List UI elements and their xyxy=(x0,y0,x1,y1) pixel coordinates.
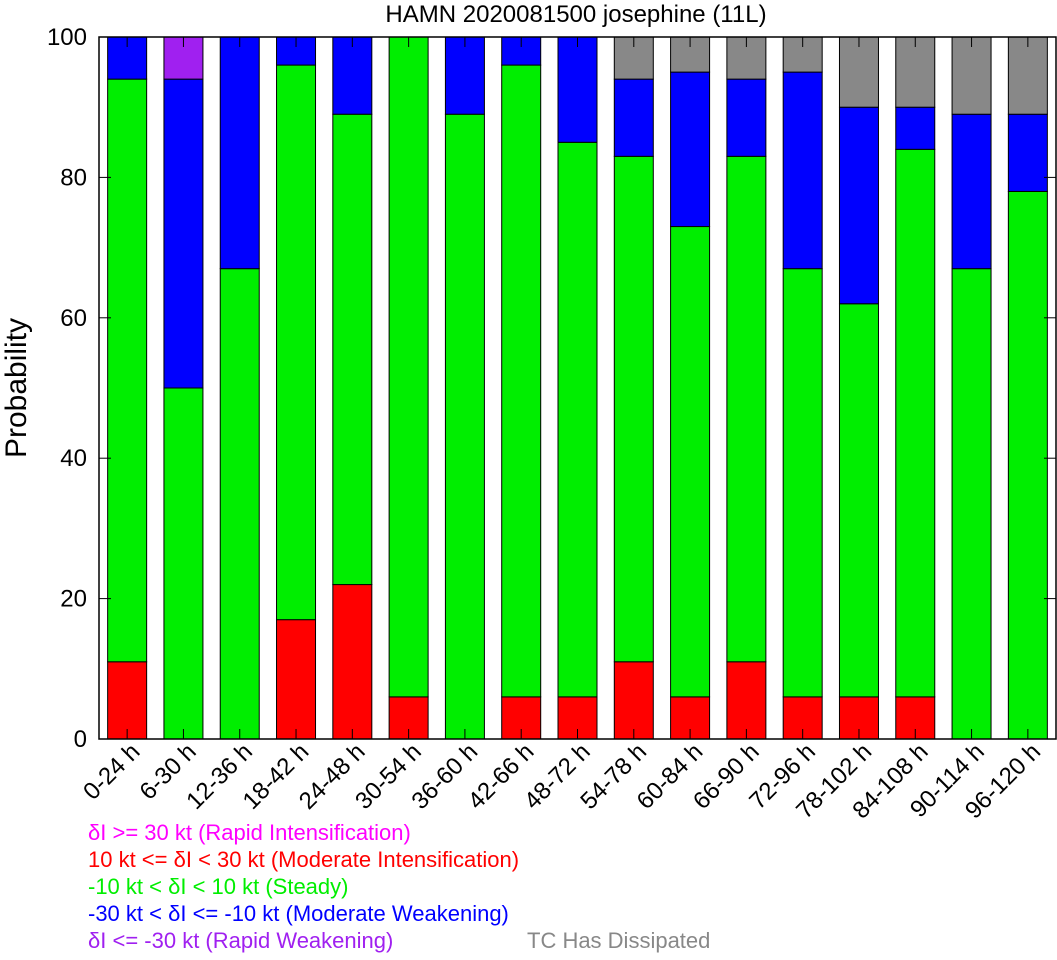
bar-steady-8 xyxy=(557,141,598,698)
bar-steady-11 xyxy=(726,155,767,663)
y-tick-label: 80 xyxy=(60,164,87,191)
y-tick-label: 60 xyxy=(60,305,87,332)
bar-steady-1 xyxy=(163,387,204,740)
bars-layer xyxy=(107,36,1048,740)
bar-steady-2 xyxy=(219,268,260,740)
y-tick-label: 100 xyxy=(47,24,87,51)
bar-steady-7 xyxy=(501,64,542,698)
bar-moderate-weakening-10 xyxy=(670,71,711,228)
bar-steady-15 xyxy=(951,268,992,740)
bar-moderate-weakening-16 xyxy=(1007,113,1048,192)
bar-steady-13 xyxy=(838,303,879,698)
bar-moderate-weakening-11 xyxy=(726,78,767,157)
bar-steady-9 xyxy=(613,155,654,663)
bar-steady-12 xyxy=(782,268,823,698)
y-tick-label: 20 xyxy=(60,586,87,613)
bar-steady-10 xyxy=(670,226,711,698)
bar-moderate-intensification-9 xyxy=(613,661,654,740)
bar-moderate-weakening-8 xyxy=(557,36,598,143)
bar-moderate-intensification-11 xyxy=(726,661,767,740)
bar-moderate-weakening-6 xyxy=(444,36,485,115)
bar-moderate-weakening-4 xyxy=(332,36,373,115)
y-axis-label: Probability xyxy=(0,318,33,458)
bar-moderate-weakening-12 xyxy=(782,71,823,270)
bar-steady-16 xyxy=(1007,190,1048,740)
y-tick-label: 40 xyxy=(60,445,87,472)
bar-steady-6 xyxy=(444,113,485,740)
plot-frame xyxy=(98,36,1057,740)
bar-moderate-weakening-15 xyxy=(951,113,992,270)
x-tick-label: 0-24 h xyxy=(78,738,145,805)
bar-steady-14 xyxy=(895,148,936,698)
bar-steady-0 xyxy=(107,78,148,663)
bar-dissipated-15 xyxy=(951,36,992,115)
chart-title: HAMN 2020081500 josephine (11L) xyxy=(385,1,766,28)
bar-moderate-weakening-13 xyxy=(838,106,879,305)
y-tick-label: 0 xyxy=(74,726,87,753)
bar-steady-3 xyxy=(276,64,317,621)
bar-moderate-weakening-2 xyxy=(219,36,260,270)
bar-dissipated-13 xyxy=(838,36,879,108)
bar-steady-5 xyxy=(388,36,429,698)
bar-dissipated-16 xyxy=(1007,36,1048,115)
bar-moderate-weakening-9 xyxy=(613,78,654,157)
bar-steady-4 xyxy=(332,113,373,586)
bar-moderate-intensification-0 xyxy=(107,661,148,740)
bar-dissipated-14 xyxy=(895,36,936,108)
bar-moderate-intensification-3 xyxy=(276,619,317,740)
bar-moderate-intensification-4 xyxy=(332,584,373,740)
bar-dissipated-12 xyxy=(782,36,823,73)
bar-moderate-weakening-14 xyxy=(895,106,936,150)
bar-moderate-weakening-1 xyxy=(163,78,204,389)
